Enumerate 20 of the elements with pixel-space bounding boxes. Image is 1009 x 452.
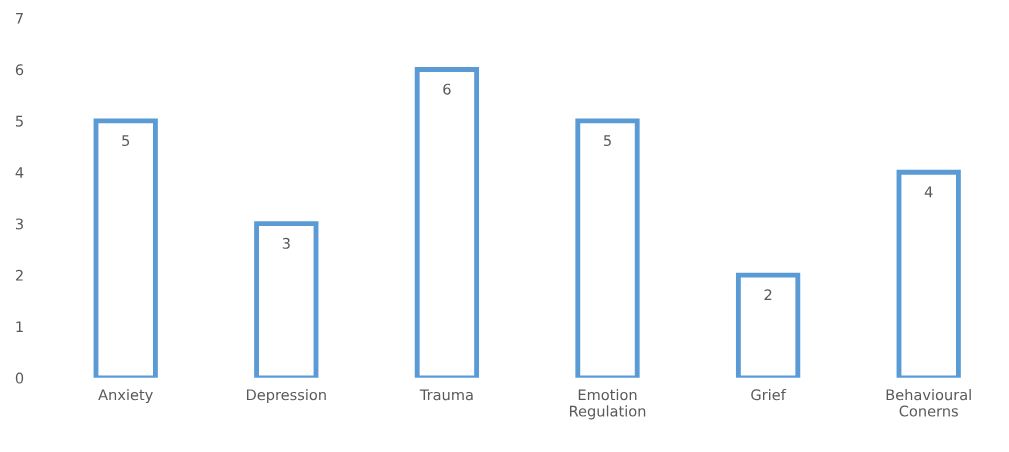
y-tick-label: 5 [15,115,23,127]
y-tick-label: 1 [16,321,23,333]
x-tick-label: Depression [246,388,326,404]
data-label: 4 [924,186,933,198]
x-tick-label: Behavioural Conerns [886,388,971,417]
data-label: 3 [282,237,290,249]
data-label: 5 [122,135,130,147]
x-tick-label: Anxiety [98,388,153,404]
y-tick-label: 0 [15,372,24,384]
x-tick-label: Emotion Regulation [570,388,646,420]
y-tick-label: 7 [16,12,23,24]
x-tick-label: Trauma [419,389,473,401]
y-tick-label: 4 [15,167,24,178]
data-label: 2 [764,289,772,301]
y-tick-label: 2 [15,269,23,281]
data-label: 5 [603,135,611,147]
y-tick-label: 3 [15,218,23,230]
data-label: 6 [443,83,451,95]
x-tick-label: Grief [751,388,787,401]
y-tick-label: 6 [15,64,24,76]
